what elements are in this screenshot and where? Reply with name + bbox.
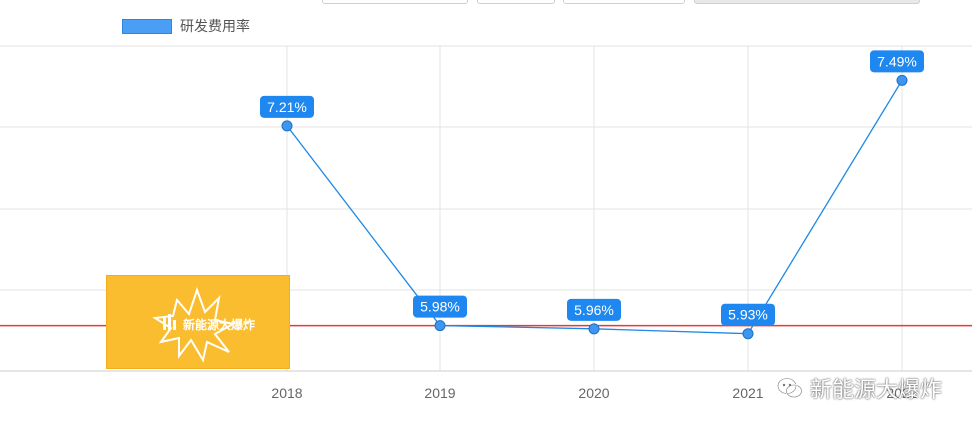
toolbar-button-4[interactable]	[694, 0, 920, 4]
toolbar-button-3[interactable]	[563, 0, 685, 4]
data-label: 5.93%	[728, 307, 768, 323]
data-label: 5.96%	[574, 302, 614, 318]
legend-label: 研发费用率	[180, 18, 250, 34]
data-point	[896, 74, 908, 86]
data-point	[281, 120, 293, 132]
legend-swatch	[122, 18, 172, 34]
data-label: 5.98%	[420, 299, 460, 315]
data-point	[434, 320, 446, 332]
badge-text: 新能源大爆炸	[183, 317, 255, 332]
x-tick-label: 2022	[886, 385, 917, 401]
x-tick-label: 2019	[424, 385, 455, 401]
x-tick-label: 2018	[271, 385, 302, 401]
data-label: 7.49%	[877, 53, 917, 69]
legend[interactable]: 研发费用率	[122, 16, 250, 36]
data-label-bg	[413, 295, 467, 318]
data-label: 7.21%	[267, 99, 307, 115]
watermark: 新能源大爆炸	[776, 372, 942, 404]
data-label-bg	[567, 298, 621, 321]
wechat-icon	[776, 377, 803, 398]
logo-badge: 新能源大爆炸	[106, 275, 290, 369]
data-point	[588, 323, 600, 335]
data-label-bg	[870, 50, 924, 73]
burst-logo-icon: 新能源大爆炸	[152, 286, 255, 363]
toolbar-button-2[interactable]	[477, 0, 555, 4]
x-tick-label: 2020	[578, 385, 609, 401]
data-label-bg	[721, 303, 775, 326]
data-point	[742, 328, 754, 340]
watermark-text: 新能源大爆炸	[809, 377, 942, 402]
toolbar-button-1[interactable]	[322, 0, 468, 4]
x-tick-label: 2021	[732, 385, 763, 401]
data-label-bg	[260, 95, 314, 118]
